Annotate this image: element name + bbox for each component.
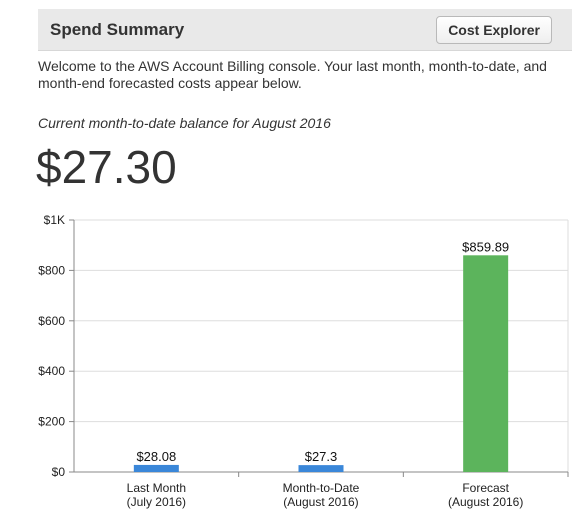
x-category-label: (August 2016) bbox=[448, 495, 523, 509]
bar bbox=[133, 464, 179, 472]
x-category-label: Forecast bbox=[462, 481, 509, 495]
spend-summary-header: Spend Summary Cost Explorer bbox=[38, 9, 572, 51]
y-tick-label: $800 bbox=[38, 263, 65, 277]
balance-label: Current month-to-date balance for August… bbox=[38, 115, 331, 131]
cost-explorer-button[interactable]: Cost Explorer bbox=[436, 16, 552, 44]
bar-data-label: $28.08 bbox=[136, 449, 176, 464]
welcome-text: Welcome to the AWS Account Billing conso… bbox=[38, 58, 547, 91]
balance-amount: $27.30 bbox=[36, 141, 177, 193]
y-tick-label: $1K bbox=[44, 213, 65, 227]
x-category-label: (July 2016) bbox=[127, 495, 186, 509]
y-tick-label: $400 bbox=[38, 364, 65, 378]
y-tick-label: $200 bbox=[38, 415, 65, 429]
y-tick-label: $600 bbox=[38, 314, 65, 328]
x-category-label: (August 2016) bbox=[283, 495, 358, 509]
bar bbox=[298, 465, 344, 472]
bar-data-label: $859.89 bbox=[462, 239, 509, 254]
bar bbox=[463, 255, 509, 472]
y-tick-label: $0 bbox=[52, 465, 66, 479]
x-category-label: Last Month bbox=[127, 481, 186, 495]
panel-title: Spend Summary bbox=[50, 20, 185, 39]
bar-data-label: $27.3 bbox=[305, 449, 338, 464]
x-category-label: Month-to-Date bbox=[283, 481, 360, 495]
